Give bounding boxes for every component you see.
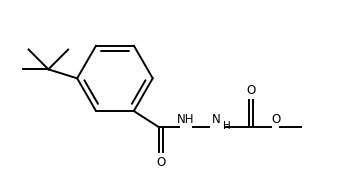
- Text: N: N: [212, 113, 221, 126]
- Text: O: O: [271, 113, 281, 126]
- Text: O: O: [156, 156, 165, 169]
- Text: NH: NH: [177, 113, 195, 126]
- Text: H: H: [223, 121, 230, 131]
- Text: O: O: [246, 84, 255, 97]
